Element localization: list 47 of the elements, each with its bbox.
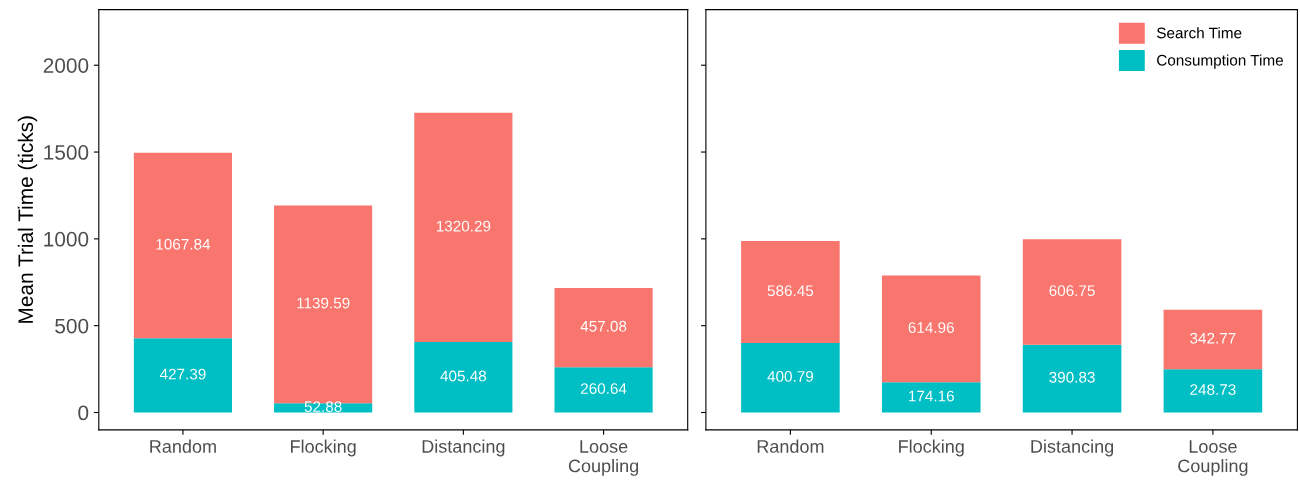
- y-tick-label: 1000: [44, 231, 89, 247]
- bar: [1022, 344, 1122, 413]
- x-tick-label: Distancing: [422, 439, 505, 457]
- bar: [554, 367, 653, 413]
- bar: [133, 338, 232, 413]
- bar: [1163, 369, 1263, 413]
- data-label: 427.39: [159, 368, 206, 380]
- bar: [414, 112, 513, 343]
- data-label: 342.77: [1190, 332, 1236, 344]
- data-label: 1139.59: [297, 297, 350, 309]
- y-tick-label: 0: [78, 405, 89, 421]
- data-label: 390.83: [1049, 371, 1095, 383]
- bar: [133, 152, 232, 339]
- data-label: 1067.84: [156, 238, 211, 250]
- legend-label: Search Time: [1156, 27, 1242, 39]
- data-label: 1320.29: [436, 220, 491, 232]
- data-label: 52.88: [304, 401, 342, 413]
- y-axis-title: Mean Trial Time (ticks): [17, 116, 38, 323]
- x-tick-label: Flocking: [899, 439, 964, 457]
- data-label: 606.75: [1049, 285, 1095, 297]
- bar: [1022, 239, 1122, 345]
- x-tick-label: Loose Coupling: [1178, 440, 1248, 476]
- bar: [881, 382, 981, 413]
- bar: [274, 403, 373, 413]
- data-label: 260.64: [580, 383, 627, 394]
- y-tick-label: 500: [55, 318, 89, 334]
- bar: [414, 342, 513, 413]
- legend-label: Consumption Time: [1157, 54, 1283, 69]
- x-tick-label: Random: [757, 439, 824, 453]
- bar: [554, 287, 653, 368]
- x-tick-label: Loose Coupling: [568, 440, 639, 476]
- data-label: 457.08: [580, 320, 627, 332]
- data-label: 586.45: [767, 285, 814, 297]
- data-label: 174.16: [909, 390, 954, 402]
- data-label: 405.48: [440, 370, 487, 382]
- bar: [741, 241, 840, 343]
- bar: [1163, 309, 1263, 370]
- data-label: 614.96: [908, 322, 954, 333]
- data-label: 248.73: [1190, 384, 1236, 396]
- data-label: 400.79: [767, 370, 814, 382]
- y-tick-label: 1500: [44, 145, 89, 160]
- x-tick-label: Random: [150, 439, 216, 453]
- y-tick-label: 2000: [43, 58, 89, 73]
- x-tick-label: Distancing: [1031, 439, 1114, 457]
- x-tick-label: Flocking: [291, 439, 356, 457]
- bar: [741, 342, 840, 413]
- bar: [881, 275, 981, 383]
